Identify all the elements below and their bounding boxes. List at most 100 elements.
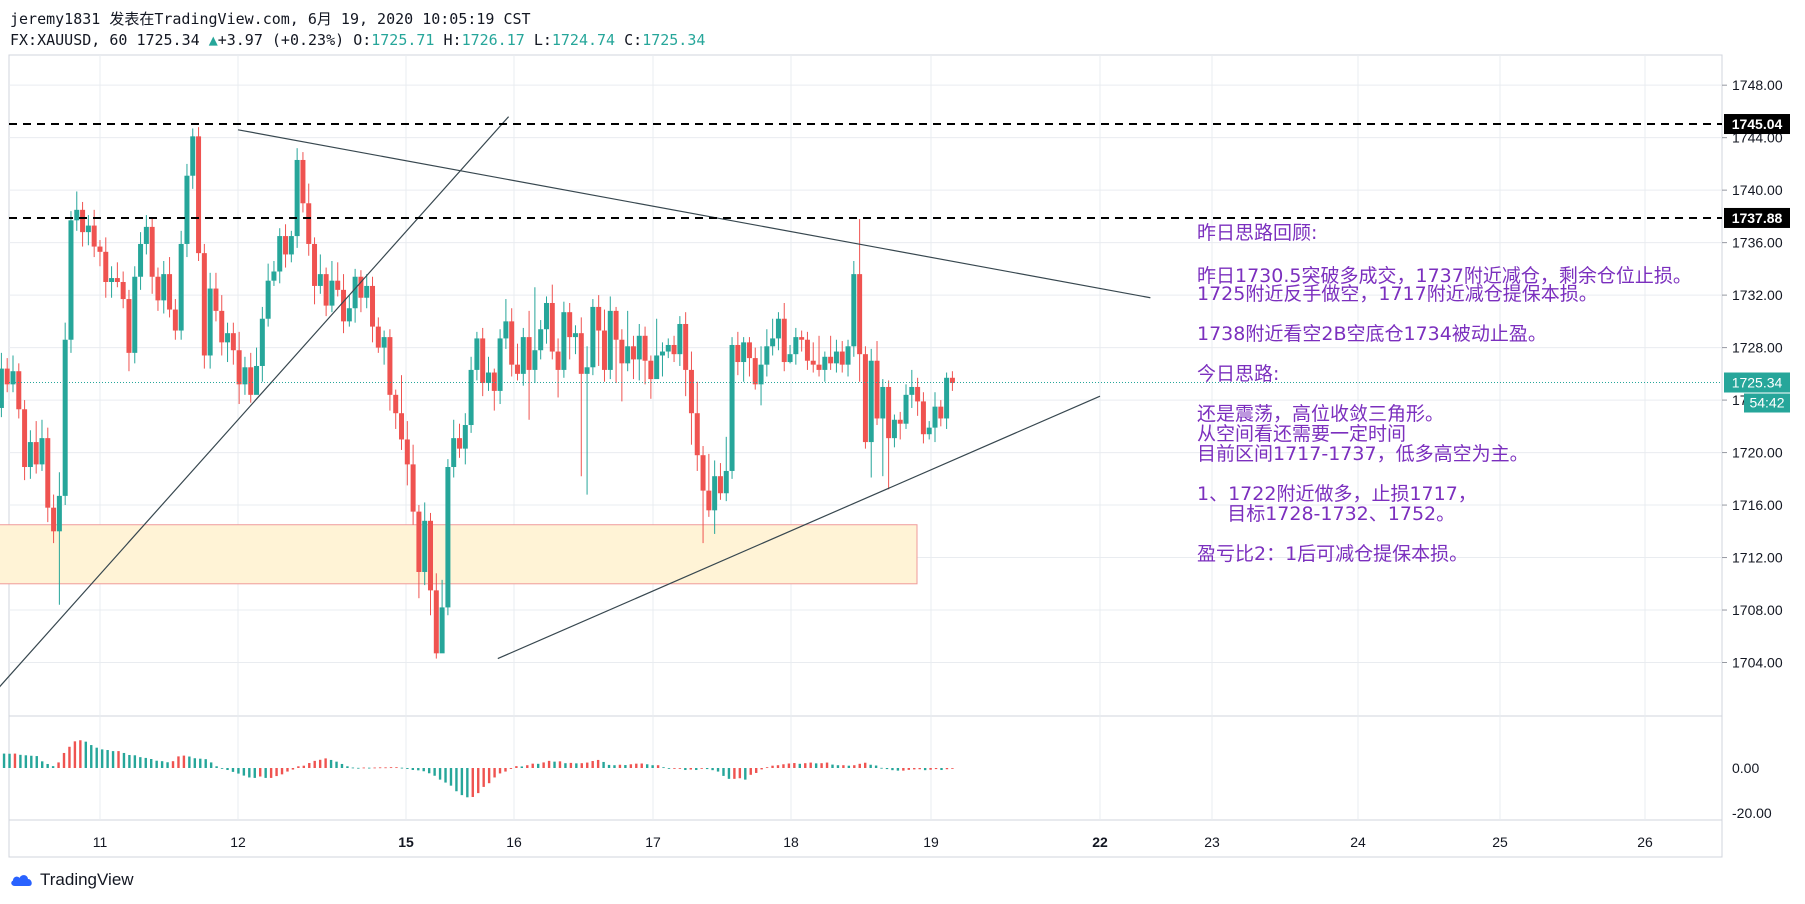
time-tick-label: 23	[1204, 834, 1220, 850]
macd-histogram-bar	[335, 761, 338, 768]
macd-histogram-bar	[433, 768, 436, 776]
candle-body	[91, 225, 97, 247]
macd-histogram-bar	[814, 763, 818, 768]
macd-histogram-bar	[422, 768, 425, 772]
macd-histogram-bar	[569, 762, 573, 768]
macd-histogram-bar	[498, 768, 502, 774]
macd-histogram-bar	[313, 760, 316, 768]
candle-body	[770, 338, 776, 347]
macd-histogram-bar	[918, 768, 921, 770]
candle-body	[474, 338, 480, 370]
symbol-ohlc-bar: FX:XAUUSD, 60 1725.34 ▲+3.97 (+0.23%) O:…	[10, 31, 705, 49]
candle-body	[648, 360, 654, 380]
macd-histogram-bar	[896, 768, 900, 771]
annotation-today-line-3: 目前区间1717-1737，低多高空为主。	[1197, 443, 1529, 465]
macd-histogram-bar	[536, 763, 540, 768]
candle-body	[317, 274, 323, 286]
candle-body	[723, 470, 729, 494]
macd-histogram-bar	[618, 764, 622, 768]
candle-body	[201, 253, 207, 356]
candle-body	[520, 337, 526, 374]
candle-body	[654, 355, 660, 380]
macd-histogram-bar	[427, 768, 431, 774]
macd-histogram-bar	[400, 767, 404, 769]
candle-body	[491, 372, 497, 391]
tradingview-brand: TradingView	[40, 870, 134, 889]
candle-body	[868, 360, 874, 443]
macd-histogram-bar	[607, 764, 611, 768]
macd-histogram-bar	[847, 765, 851, 768]
candle-body	[752, 358, 758, 385]
candle-body	[126, 299, 132, 353]
macd-histogram-bar	[438, 768, 442, 780]
macd-histogram-bar	[24, 755, 28, 768]
horizontal-level-tag	[1724, 207, 1790, 228]
tradingview-logo[interactable]: TradingView	[10, 870, 134, 890]
candle-body	[880, 386, 886, 419]
change-up-icon: ▲	[208, 31, 218, 49]
candle-body	[659, 351, 665, 356]
high-label: H:	[443, 31, 462, 49]
macd-histogram-bar	[215, 766, 218, 768]
candle-body	[138, 243, 144, 277]
macd-histogram-bar	[269, 768, 273, 778]
macd-histogram-bar	[62, 752, 66, 768]
macd-histogram-bar	[934, 768, 938, 770]
macd-histogram-bar	[760, 768, 763, 770]
macd-histogram-bar	[798, 763, 801, 768]
macd-histogram-bar	[596, 759, 600, 768]
last-price: 1725.34	[136, 31, 200, 49]
symbol-label[interactable]: FX:XAUUSD, 60	[10, 31, 128, 49]
macd-histogram-bar	[231, 768, 235, 772]
macd-histogram-bar	[520, 766, 524, 768]
candle-body	[746, 342, 752, 359]
macd-histogram-bar	[809, 762, 812, 768]
macd-histogram-bar	[455, 768, 458, 792]
macd-histogram-bar	[645, 764, 649, 768]
price-tick-label: 1712.00	[1732, 550, 1783, 566]
candle-body	[370, 285, 376, 327]
macd-histogram-bar	[820, 763, 823, 768]
macd-histogram-bar	[253, 768, 256, 778]
candle-body	[514, 364, 520, 374]
candle-body	[161, 274, 167, 301]
macd-histogram-bar	[106, 750, 109, 768]
candle-body	[27, 442, 33, 468]
candle-body	[85, 225, 91, 233]
macd-histogram-bar	[804, 763, 807, 768]
macd-histogram-bar	[575, 763, 578, 768]
macd-histogram-bar	[90, 745, 93, 768]
candle-body	[816, 364, 822, 370]
candle-body	[538, 329, 544, 351]
candle-body	[184, 175, 190, 244]
macd-histogram-bar	[689, 768, 692, 770]
candle-body	[857, 274, 863, 355]
macd-histogram-bar	[885, 768, 889, 770]
macd-histogram-bar	[362, 767, 365, 769]
macd-histogram-bar	[782, 764, 785, 768]
macd-histogram-bar	[509, 768, 513, 769]
trendline	[237, 129, 1151, 299]
macd-histogram-bar	[727, 768, 731, 779]
macd-histogram-bar	[923, 768, 927, 771]
macd-histogram-bar	[259, 768, 262, 777]
price-tick-label: 1708.00	[1732, 602, 1783, 618]
candle-body	[549, 302, 555, 352]
annotation-review-line-2: 1725附近反手做空，1717附近减仓提保本损。	[1197, 283, 1598, 305]
candle-body	[16, 371, 22, 410]
candle-body	[74, 209, 80, 221]
horizontal-level-label: 1737.88	[1732, 210, 1783, 226]
candle-body	[172, 309, 178, 331]
candle-body	[596, 306, 602, 331]
macd-histogram-bar	[329, 759, 333, 768]
macd-tick-label: -20.00	[1732, 805, 1772, 821]
candle-body	[329, 280, 335, 306]
time-tick-label: 25	[1492, 834, 1508, 850]
time-tick-label: 26	[1637, 834, 1653, 850]
macd-histogram-bar	[749, 768, 752, 775]
macd-histogram-bar	[874, 765, 878, 768]
candle-body	[248, 367, 254, 395]
candle-body	[526, 337, 532, 370]
candle-body	[758, 364, 764, 385]
